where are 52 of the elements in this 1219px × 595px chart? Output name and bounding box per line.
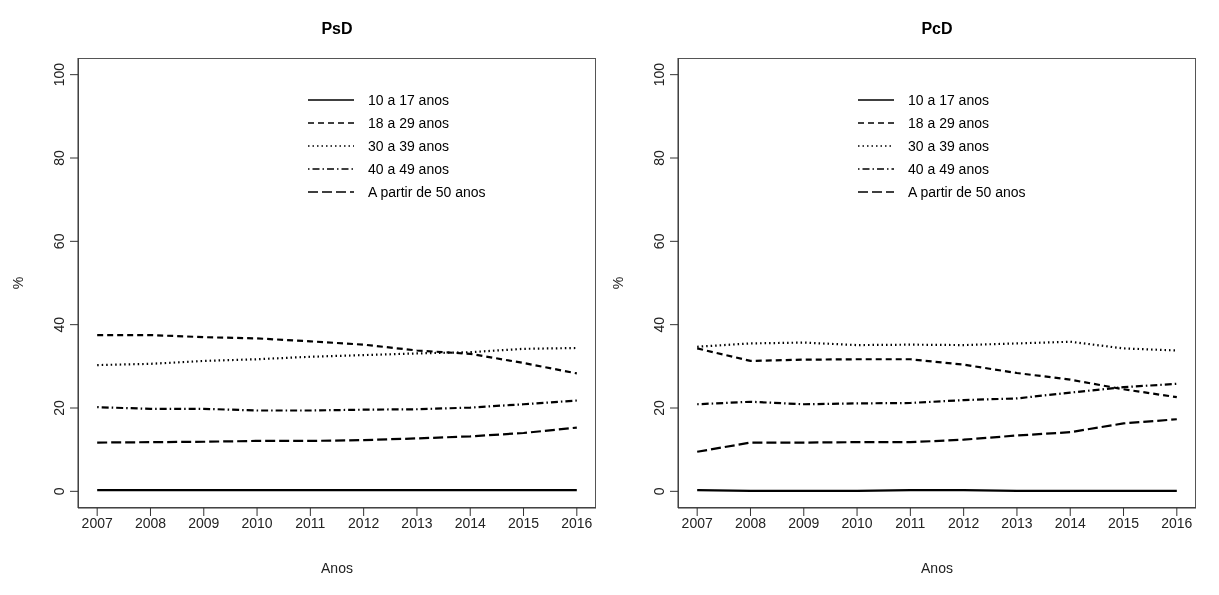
legend-label: 18 a 29 anos: [368, 114, 449, 131]
legend-label: 30 a 39 anos: [368, 137, 449, 154]
x-tick-label: 2016: [1161, 514, 1193, 531]
x-tick-label: 2011: [895, 514, 926, 531]
x-tick-label: 2013: [1001, 514, 1033, 531]
x-tick-label: 2013: [401, 514, 433, 531]
legend-label: 40 a 49 anos: [908, 160, 989, 177]
x-axis-title: Anos: [921, 560, 953, 576]
line-series: [96, 426, 578, 444]
line-series: [96, 333, 578, 375]
x-tick-label: 2009: [788, 514, 820, 531]
x-tick-label: 2016: [561, 514, 593, 531]
legend-label: A partir de 50 anos: [368, 183, 486, 200]
legend-label: A partir de 50 anos: [908, 183, 1026, 200]
y-axis-title: %: [609, 276, 626, 290]
y-axis-title: %: [9, 276, 26, 290]
x-tick-label: 2010: [841, 514, 873, 531]
legend-label: 40 a 49 anos: [368, 160, 449, 177]
x-tick-label: 2010: [241, 514, 273, 531]
x-tick-label: 2007: [81, 514, 113, 531]
x-tick-label: 2008: [134, 514, 167, 531]
legend-label: 18 a 29 anos: [908, 114, 989, 131]
chart-title: PsD: [320, 20, 354, 38]
y-tick-label: 100: [651, 62, 667, 87]
legend-label: 30 a 39 anos: [908, 137, 989, 154]
line-series: [696, 418, 1178, 453]
legend-label: 10 a 17 anos: [368, 91, 449, 108]
x-tick-label: 2014: [454, 514, 487, 531]
y-tick-label: 60: [651, 233, 667, 250]
x-tick-label: 2014: [1054, 514, 1087, 531]
x-tick-label: 2008: [734, 514, 767, 531]
y-tick-label: 100: [51, 62, 67, 87]
y-tick-label: 0: [651, 487, 667, 496]
x-tick-label: 2015: [507, 514, 540, 531]
y-tick-label: 20: [51, 400, 67, 416]
y-tick-label: 60: [51, 233, 67, 250]
y-tick-label: 20: [651, 400, 667, 416]
x-tick-label: 2012: [348, 514, 380, 531]
x-axis-title: Anos: [321, 560, 353, 576]
y-tick-label: 80: [51, 150, 67, 166]
chart-title: PcD: [920, 20, 954, 38]
y-tick-label: 40: [51, 316, 67, 333]
x-tick-label: 2009: [188, 514, 220, 531]
y-tick-label: 40: [651, 316, 667, 333]
x-tick-label: 2007: [681, 514, 713, 531]
y-tick-label: 0: [51, 487, 67, 496]
x-tick-label: 2011: [295, 514, 326, 531]
line-series: [96, 399, 578, 412]
y-tick-label: 80: [651, 150, 667, 166]
x-tick-label: 2015: [1107, 514, 1140, 531]
x-tick-label: 2012: [948, 514, 980, 531]
legend-label: 10 a 17 anos: [908, 91, 989, 108]
